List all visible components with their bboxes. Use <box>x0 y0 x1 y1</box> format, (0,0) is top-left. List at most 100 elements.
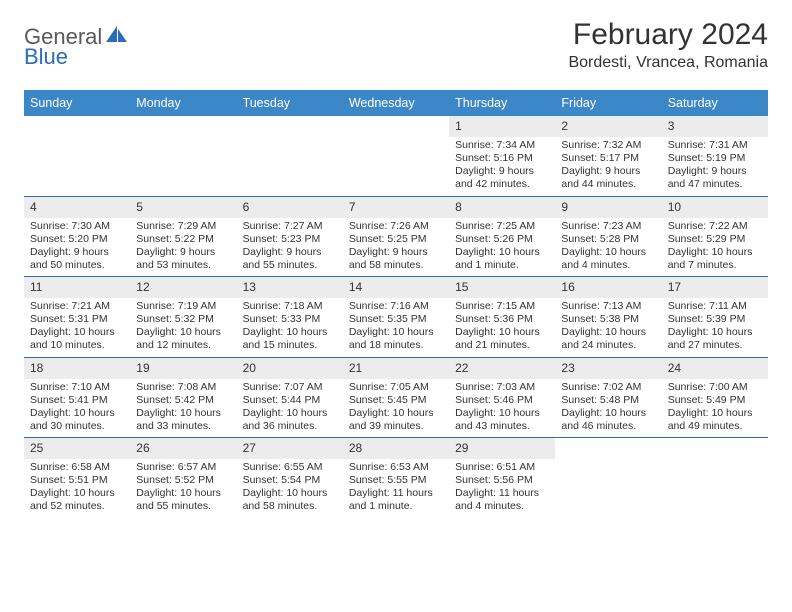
sunset-line: Sunset: 5:35 PM <box>347 313 445 326</box>
logo-sub: Blue <box>24 44 68 70</box>
calendar-cell: 12Sunrise: 7:19 AMSunset: 5:32 PMDayligh… <box>130 277 236 357</box>
daylight-line-2: and 44 minutes. <box>559 178 657 191</box>
cell-body: Sunrise: 7:29 AMSunset: 5:22 PMDaylight:… <box>130 220 236 277</box>
sunset-line: Sunset: 5:52 PM <box>134 474 232 487</box>
day-header-thursday: Thursday <box>449 90 555 116</box>
sunrise-line: Sunrise: 7:02 AM <box>559 381 657 394</box>
sunrise-line: Sunrise: 7:03 AM <box>453 381 551 394</box>
daylight-line-1: Daylight: 10 hours <box>241 407 339 420</box>
daylight-line-1: Daylight: 10 hours <box>28 487 126 500</box>
daylight-line-2: and 4 minutes. <box>559 259 657 272</box>
sunset-line: Sunset: 5:28 PM <box>559 233 657 246</box>
daylight-line-2: and 15 minutes. <box>241 339 339 352</box>
daylight-line-1: Daylight: 9 hours <box>559 165 657 178</box>
sunset-line: Sunset: 5:17 PM <box>559 152 657 165</box>
date-number: 19 <box>130 358 236 379</box>
daylight-line-1: Daylight: 10 hours <box>347 407 445 420</box>
logo-sail-icon <box>106 26 128 49</box>
date-number: 9 <box>555 197 661 218</box>
daylight-line-2: and 27 minutes. <box>666 339 764 352</box>
daylight-line-2: and 50 minutes. <box>28 259 126 272</box>
daylight-line-1: Daylight: 10 hours <box>347 326 445 339</box>
calendar-cell: 10Sunrise: 7:22 AMSunset: 5:29 PMDayligh… <box>662 197 768 277</box>
calendar-cell <box>24 116 130 196</box>
daylight-line-1: Daylight: 10 hours <box>241 487 339 500</box>
daylight-line-2: and 43 minutes. <box>453 420 551 433</box>
sunset-line: Sunset: 5:32 PM <box>134 313 232 326</box>
calendar-cell: 23Sunrise: 7:02 AMSunset: 5:48 PMDayligh… <box>555 358 661 438</box>
cell-body: Sunrise: 7:30 AMSunset: 5:20 PMDaylight:… <box>24 220 130 277</box>
daylight-line-2: and 49 minutes. <box>666 420 764 433</box>
calendar-cell <box>662 438 768 518</box>
date-number: 3 <box>662 116 768 137</box>
calendar-cell: 3Sunrise: 7:31 AMSunset: 5:19 PMDaylight… <box>662 116 768 196</box>
sunrise-line: Sunrise: 7:00 AM <box>666 381 764 394</box>
sunrise-line: Sunrise: 7:23 AM <box>559 220 657 233</box>
daylight-line-2: and 42 minutes. <box>453 178 551 191</box>
cell-body: Sunrise: 7:00 AMSunset: 5:49 PMDaylight:… <box>662 381 768 438</box>
cell-body: Sunrise: 7:10 AMSunset: 5:41 PMDaylight:… <box>24 381 130 438</box>
calendar-grid: SundayMondayTuesdayWednesdayThursdayFrid… <box>24 90 768 518</box>
sunrise-line: Sunrise: 7:11 AM <box>666 300 764 313</box>
daylight-line-1: Daylight: 9 hours <box>347 246 445 259</box>
daylight-line-2: and 46 minutes. <box>559 420 657 433</box>
calendar-cell: 21Sunrise: 7:05 AMSunset: 5:45 PMDayligh… <box>343 358 449 438</box>
calendar-cell <box>237 116 343 196</box>
day-header-wednesday: Wednesday <box>343 90 449 116</box>
date-number: 18 <box>24 358 130 379</box>
calendar-cell <box>130 116 236 196</box>
date-number: 11 <box>24 277 130 298</box>
date-number: 27 <box>237 438 343 459</box>
cell-body: Sunrise: 7:31 AMSunset: 5:19 PMDaylight:… <box>662 139 768 196</box>
week-row: 11Sunrise: 7:21 AMSunset: 5:31 PMDayligh… <box>24 277 768 358</box>
date-number: 17 <box>662 277 768 298</box>
sunrise-line: Sunrise: 7:32 AM <box>559 139 657 152</box>
date-number: 8 <box>449 197 555 218</box>
daylight-line-1: Daylight: 9 hours <box>241 246 339 259</box>
sunset-line: Sunset: 5:46 PM <box>453 394 551 407</box>
daylight-line-1: Daylight: 11 hours <box>453 487 551 500</box>
daylight-line-1: Daylight: 10 hours <box>28 326 126 339</box>
daylight-line-2: and 33 minutes. <box>134 420 232 433</box>
sunrise-line: Sunrise: 7:19 AM <box>134 300 232 313</box>
date-number: 12 <box>130 277 236 298</box>
date-number: 25 <box>24 438 130 459</box>
sunset-line: Sunset: 5:48 PM <box>559 394 657 407</box>
daylight-line-1: Daylight: 10 hours <box>666 407 764 420</box>
calendar-cell: 13Sunrise: 7:18 AMSunset: 5:33 PMDayligh… <box>237 277 343 357</box>
calendar-cell: 22Sunrise: 7:03 AMSunset: 5:46 PMDayligh… <box>449 358 555 438</box>
sunset-line: Sunset: 5:26 PM <box>453 233 551 246</box>
daylight-line-1: Daylight: 10 hours <box>666 246 764 259</box>
daylight-line-1: Daylight: 10 hours <box>453 246 551 259</box>
location-text: Bordesti, Vrancea, Romania <box>568 54 768 72</box>
sunset-line: Sunset: 5:19 PM <box>666 152 764 165</box>
day-header-monday: Monday <box>130 90 236 116</box>
week-row: 1Sunrise: 7:34 AMSunset: 5:16 PMDaylight… <box>24 116 768 197</box>
calendar-cell: 1Sunrise: 7:34 AMSunset: 5:16 PMDaylight… <box>449 116 555 196</box>
sunset-line: Sunset: 5:29 PM <box>666 233 764 246</box>
date-number: 26 <box>130 438 236 459</box>
month-title: February 2024 <box>568 18 768 52</box>
date-number: 24 <box>662 358 768 379</box>
sunset-line: Sunset: 5:16 PM <box>453 152 551 165</box>
calendar-cell <box>555 438 661 518</box>
cell-body: Sunrise: 6:57 AMSunset: 5:52 PMDaylight:… <box>130 461 236 518</box>
day-header-tuesday: Tuesday <box>237 90 343 116</box>
calendar-cell: 14Sunrise: 7:16 AMSunset: 5:35 PMDayligh… <box>343 277 449 357</box>
cell-body: Sunrise: 6:53 AMSunset: 5:55 PMDaylight:… <box>343 461 449 518</box>
date-number: 5 <box>130 197 236 218</box>
date-number: 28 <box>343 438 449 459</box>
daylight-line-1: Daylight: 10 hours <box>559 407 657 420</box>
daylight-line-1: Daylight: 10 hours <box>28 407 126 420</box>
calendar-cell: 6Sunrise: 7:27 AMSunset: 5:23 PMDaylight… <box>237 197 343 277</box>
daylight-line-2: and 47 minutes. <box>666 178 764 191</box>
sunrise-line: Sunrise: 6:58 AM <box>28 461 126 474</box>
cell-body: Sunrise: 7:11 AMSunset: 5:39 PMDaylight:… <box>662 300 768 357</box>
week-row: 4Sunrise: 7:30 AMSunset: 5:20 PMDaylight… <box>24 197 768 278</box>
calendar-page: General February 2024 Bordesti, Vrancea,… <box>0 0 792 518</box>
date-number: 4 <box>24 197 130 218</box>
daylight-line-2: and 18 minutes. <box>347 339 445 352</box>
sunrise-line: Sunrise: 7:10 AM <box>28 381 126 394</box>
calendar-cell: 29Sunrise: 6:51 AMSunset: 5:56 PMDayligh… <box>449 438 555 518</box>
calendar-cell: 2Sunrise: 7:32 AMSunset: 5:17 PMDaylight… <box>555 116 661 196</box>
